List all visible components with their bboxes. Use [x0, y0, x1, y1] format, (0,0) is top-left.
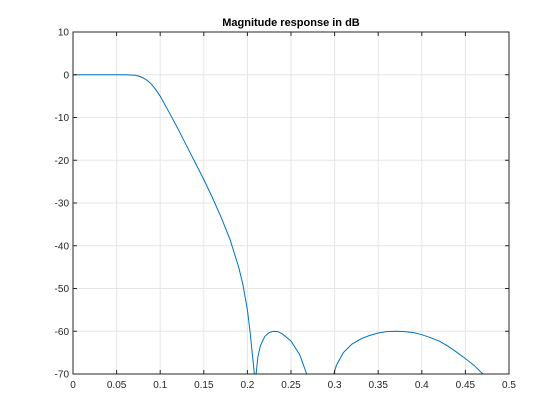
x-tick-label: 0.15 [194, 380, 214, 391]
x-tick-label: 0.25 [281, 380, 301, 391]
y-tick-label: -40 [55, 241, 70, 252]
y-tick-label: -70 [55, 370, 70, 381]
x-tick-label: 0.4 [415, 380, 429, 391]
y-tick-label: -30 [55, 199, 70, 210]
x-tick-label: 0.2 [240, 380, 254, 391]
x-tick-label: 0 [70, 380, 76, 391]
y-tick-label: -50 [55, 284, 70, 295]
y-tick-label: -10 [55, 113, 70, 124]
x-axis: 0 0.05 0.1 0.15 0.2 0.25 0.3 0.35 0.4 0.45 0.5 [70, 32, 516, 391]
chart-title: Magnitude response in dB [222, 17, 360, 29]
x-tick-label: 0.1 [153, 380, 167, 391]
y-tick-label: -60 [55, 327, 70, 338]
x-tick-label: 0.3 [328, 380, 342, 391]
grid-lines [73, 32, 509, 374]
x-tick-label: 0.05 [107, 380, 127, 391]
y-tick-label: -20 [55, 156, 70, 167]
x-tick-label: 0.35 [368, 380, 388, 391]
series-group [73, 74, 484, 374]
y-axis: 10 0 -10 -20 -30 -40 -50 -60 -70 [55, 28, 509, 381]
x-tick-label: 0.5 [502, 380, 516, 391]
y-tick-label: 0 [63, 70, 69, 81]
magnitude-series-line-segment [333, 330, 484, 374]
magnitude-series-line-segment [73, 74, 255, 374]
y-tick-label: 10 [58, 28, 70, 39]
magnitude-series-line-segment [255, 330, 308, 374]
x-tick-label: 0.45 [456, 380, 476, 391]
